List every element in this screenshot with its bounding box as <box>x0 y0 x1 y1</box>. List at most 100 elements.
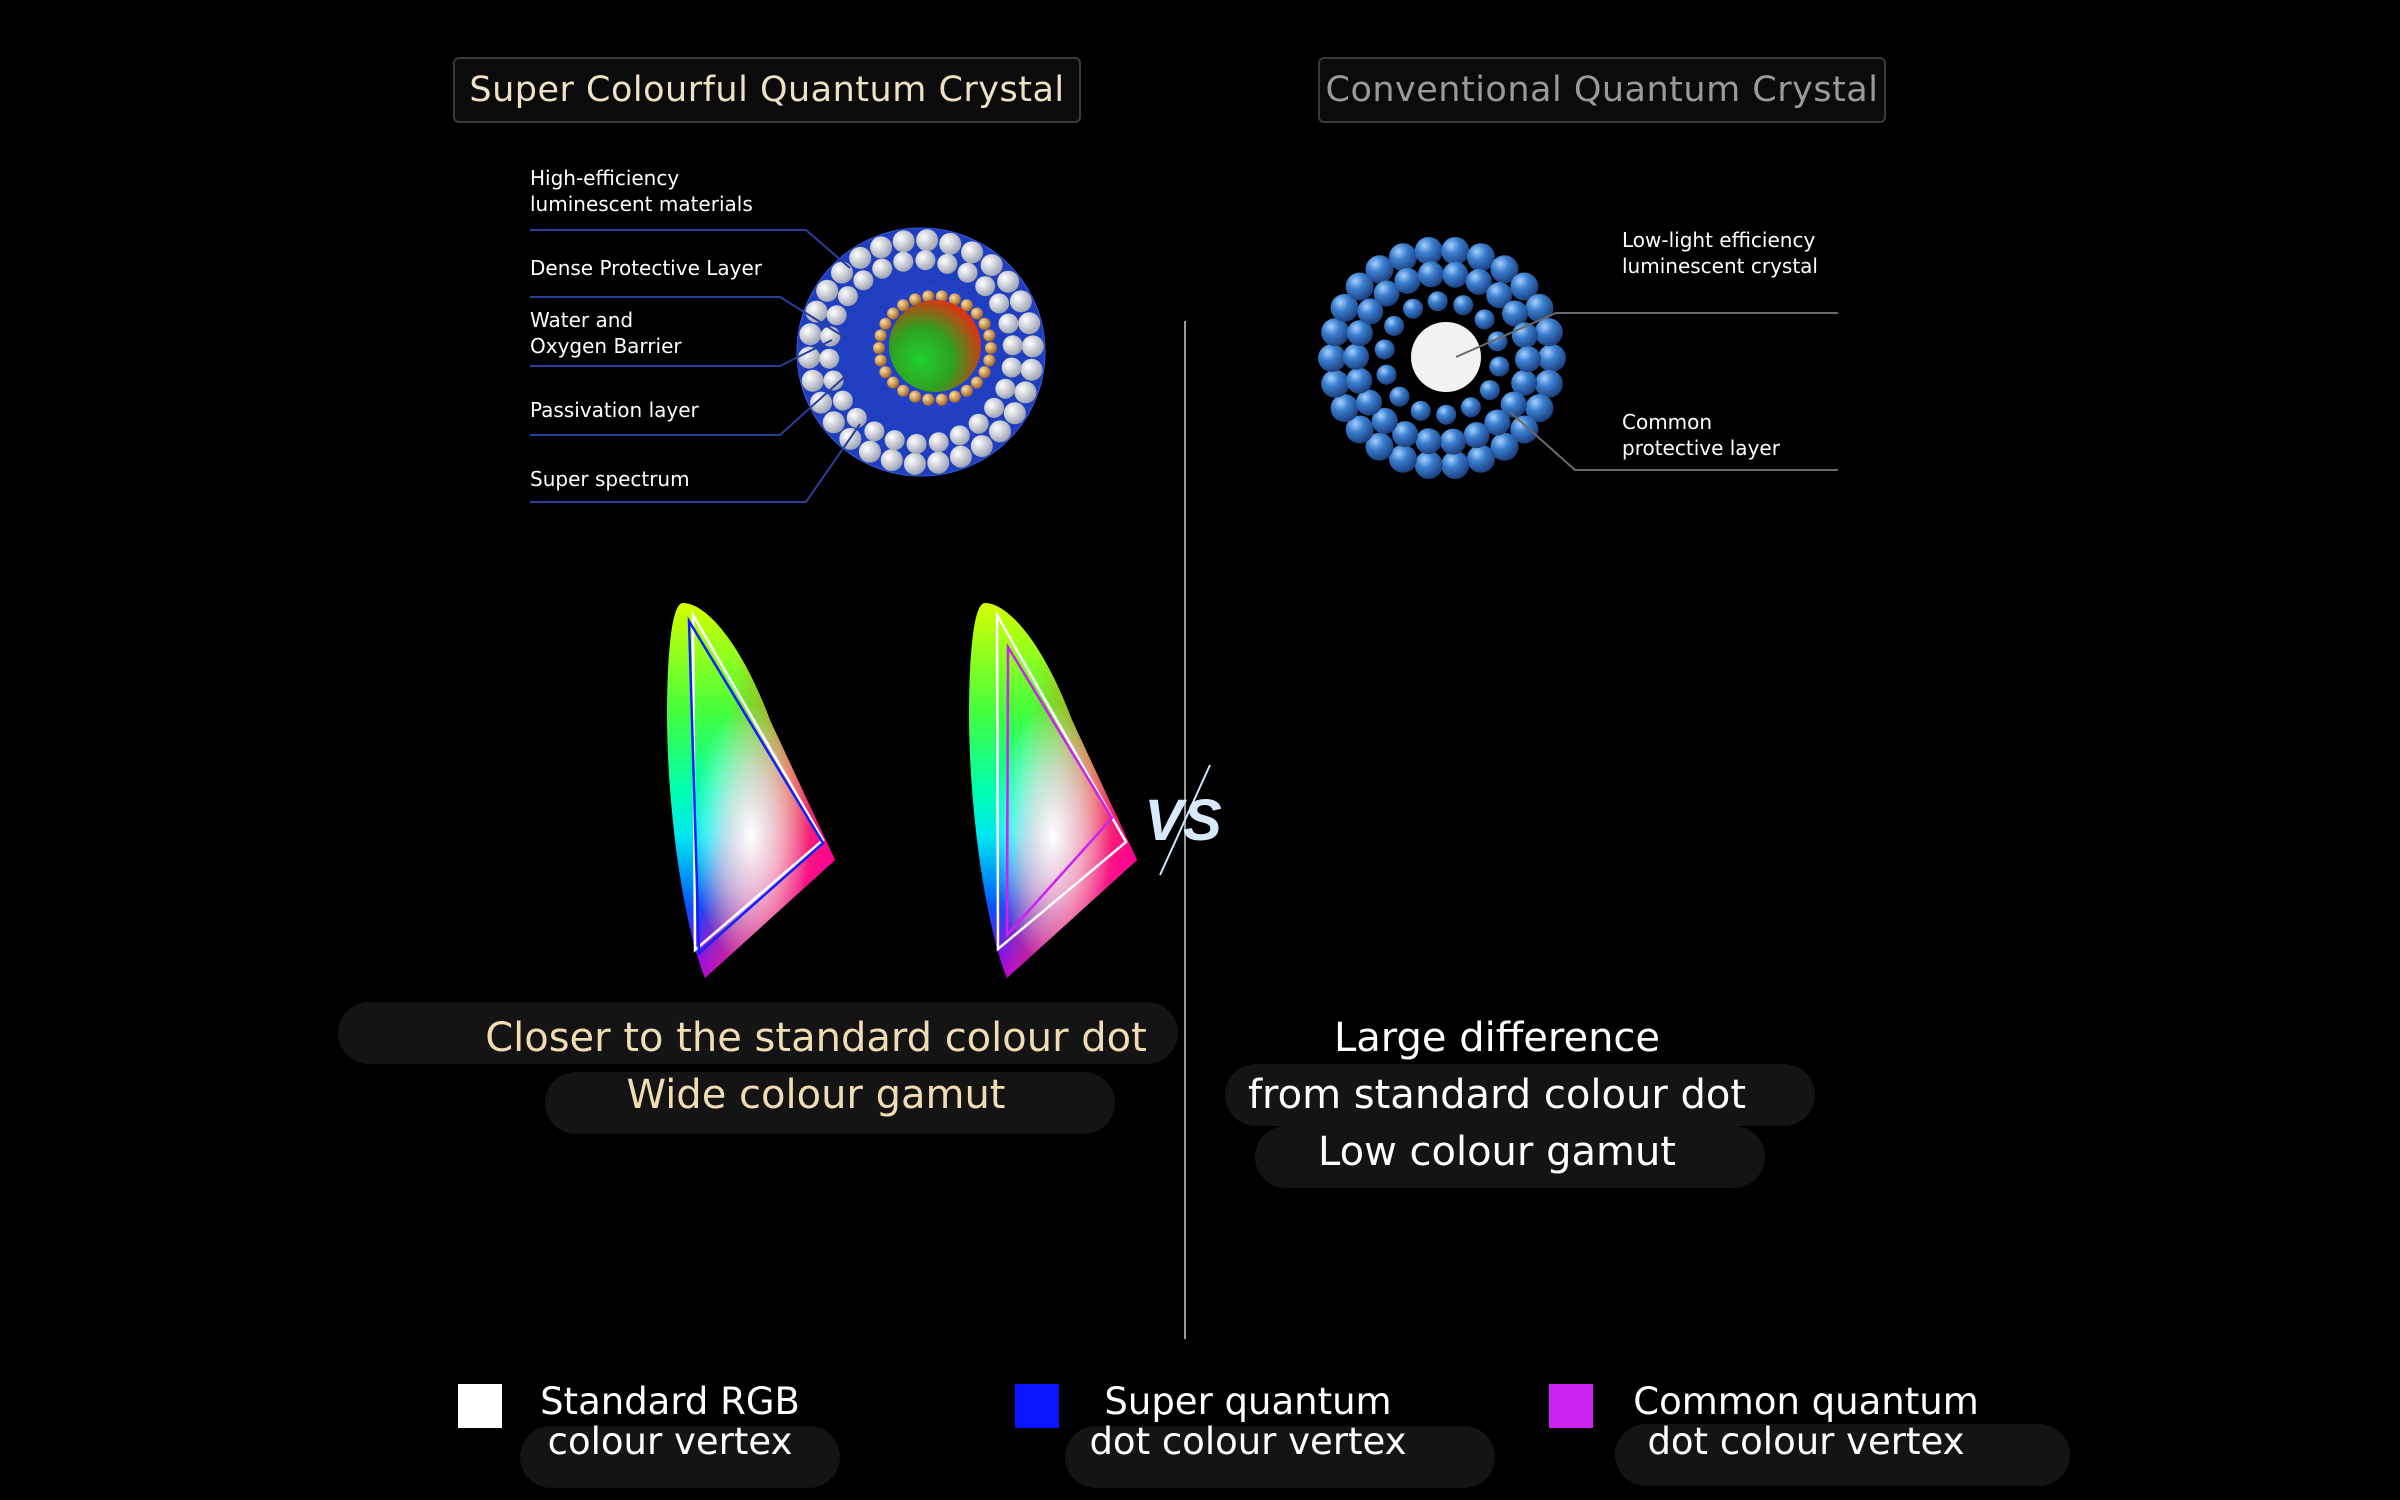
passivation-bead <box>873 342 885 354</box>
passivation-bead <box>983 329 996 342</box>
blue-sphere <box>1500 391 1527 418</box>
blue-sphere <box>1440 428 1467 455</box>
pearl-sphere <box>816 279 839 302</box>
label-line: Dense Protective Layer <box>530 256 762 280</box>
mesh-outline <box>796 227 1046 477</box>
blue-sphere <box>1453 295 1474 316</box>
legend-backdrop <box>1615 1424 2070 1486</box>
label-common-protective-layer: Common protective layer <box>1622 409 1780 461</box>
pearl-sphere <box>870 236 893 259</box>
pearl-sphere <box>937 253 958 274</box>
blue-sphere <box>1321 369 1350 398</box>
label-line: luminescent materials <box>530 192 753 216</box>
legend-backdrop <box>1065 1426 1495 1488</box>
pearl-sphere <box>880 449 903 472</box>
pearl-sphere <box>903 452 926 475</box>
blue-sphere <box>1415 428 1442 455</box>
pearl-sphere <box>928 432 949 453</box>
label-line: Passivation layer <box>530 398 699 422</box>
luminescent-core <box>889 300 981 392</box>
legend-label-super-quantum: Super quantum dot colour vertex <box>1089 1382 1406 1462</box>
blue-sphere <box>1365 432 1394 461</box>
super-quantum-crystal-illustration <box>796 227 1046 477</box>
leader-lines-right <box>1455 312 1838 471</box>
blue-sphere <box>1318 344 1346 372</box>
title-text: Super Colourful Quantum Crystal <box>469 70 1065 110</box>
title-text: Conventional Quantum Crystal <box>1325 70 1879 110</box>
caption-backdrop <box>545 1072 1115 1134</box>
legend-line: dot colour vertex <box>1647 1420 1965 1463</box>
blue-sphere <box>1388 243 1417 272</box>
blue-sphere <box>1463 422 1490 449</box>
pearl-sphere <box>1021 335 1044 358</box>
label-dense-protective-layer: Dense Protective Layer <box>530 255 762 281</box>
pearl-sphere <box>884 430 905 451</box>
caption-backdrop <box>338 1002 1178 1064</box>
pearl-sphere <box>949 445 972 468</box>
passivation-bead <box>909 293 922 306</box>
passivation-bead <box>922 393 935 406</box>
passivation-bead <box>978 366 991 379</box>
caption-left-line-1: Closer to the standard colour dot <box>485 1015 1147 1061</box>
label-line: Water and <box>530 308 634 332</box>
pearl-sphere <box>826 305 847 326</box>
pearl-sphere <box>1001 357 1022 378</box>
standard-rgb-triangle <box>995 610 1128 952</box>
blue-sphere <box>1479 380 1500 401</box>
passivation-bead <box>948 293 961 306</box>
blue-sphere <box>1502 300 1529 327</box>
blue-sphere <box>1384 315 1405 336</box>
leader-lines-left <box>530 229 861 503</box>
label-line: luminescent crystal <box>1622 254 1818 278</box>
passivation-bead <box>960 384 973 397</box>
pearl-sphere <box>989 420 1012 443</box>
caption-right-line-3: Low colour gamut <box>1318 1129 1676 1175</box>
passivation-bead <box>985 342 997 354</box>
passivation-bead <box>887 376 900 389</box>
label-low-light-efficiency-crystal: Low-light efficiency luminescent crystal <box>1622 227 1818 279</box>
caption-backdrop <box>1255 1126 1765 1188</box>
label-super-spectrum: Super spectrum <box>530 466 690 492</box>
label-line: Oxygen Barrier <box>530 334 682 358</box>
pearl-sphere <box>837 286 858 307</box>
pearl-sphere <box>819 348 840 369</box>
passivation-bead <box>897 384 910 397</box>
pearl-sphere <box>849 246 872 269</box>
passivation-bead <box>922 290 935 303</box>
blue-sphere <box>1355 389 1382 416</box>
blue-sphere <box>1460 397 1481 418</box>
pearl-sphere <box>832 390 853 411</box>
blue-sphere <box>1427 291 1448 312</box>
blue-sphere <box>1321 318 1350 347</box>
blue-sphere <box>1490 432 1519 461</box>
label-line: High-efficiency <box>530 166 680 190</box>
pearl-sphere <box>957 262 978 283</box>
pearl-sphere <box>949 425 970 446</box>
blue-sphere <box>1489 356 1510 377</box>
passivation-bead <box>879 317 892 330</box>
passivation-bead <box>874 329 887 342</box>
pearl-sphere <box>915 250 936 271</box>
pearl-sphere <box>864 421 885 442</box>
passivation-bead <box>948 390 961 403</box>
pearl-sphere <box>801 369 824 392</box>
passivation-bead <box>935 393 948 406</box>
blue-sphere <box>1534 318 1563 347</box>
pearl-sphere <box>998 313 1019 334</box>
pearl-sphere <box>939 232 962 255</box>
label-line: protective layer <box>1622 436 1780 460</box>
blue-sphere <box>1371 407 1398 434</box>
label-water-oxygen-barrier: Water and Oxygen Barrier <box>530 307 682 359</box>
blue-sphere <box>1392 421 1419 448</box>
blue-sphere <box>1486 282 1513 309</box>
pearl-sphere <box>997 270 1020 293</box>
blue-sphere <box>1410 400 1431 421</box>
blue-sphere <box>1345 272 1374 301</box>
blue-sphere <box>1345 415 1374 444</box>
pearl-sphere <box>961 241 984 264</box>
pearl-sphere <box>906 433 927 454</box>
blue-sphere <box>1414 236 1443 265</box>
legend-line: dot colour vertex <box>1089 1420 1407 1463</box>
pearl-sphere <box>968 413 989 434</box>
pearl-sphere <box>984 397 1005 418</box>
